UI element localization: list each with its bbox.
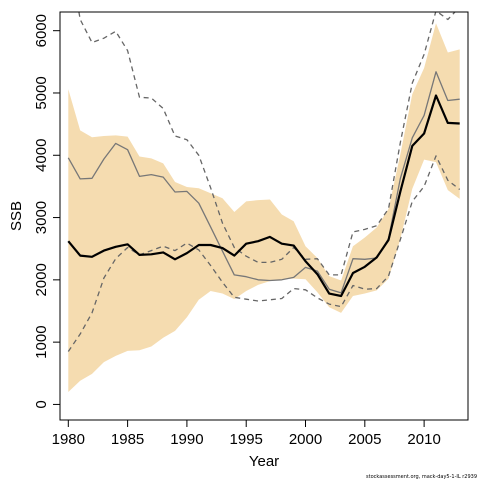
y-tick-label: 2000: [33, 263, 50, 296]
footnote: stockassessment.org, mack-day5-1-IL r293…: [366, 474, 477, 480]
y-tick-label: 4000: [33, 139, 50, 172]
x-tick-label: 1985: [111, 431, 144, 448]
confidence-band: [68, 23, 460, 392]
y-tick-label: 0: [33, 400, 50, 408]
y-tick-label: 6000: [33, 14, 50, 47]
x-tick-label: 1995: [230, 431, 263, 448]
y-tick-label: 5000: [33, 76, 50, 109]
series-line-lower-dashed: [67, 155, 461, 352]
series-layer: [67, 12, 461, 352]
y-tick-label: 3000: [33, 201, 50, 234]
x-tick-label: 2000: [289, 431, 322, 448]
y-axis-label: SSB: [8, 201, 25, 231]
y-axis: 0 1000 2000 3000 4000 5000 6000: [33, 14, 61, 409]
plot-area: [67, 12, 461, 392]
series-line-alternative-run: [67, 71, 460, 294]
x-tick-label: 2005: [348, 431, 381, 448]
series-line-estimate: [67, 94, 460, 298]
x-tick-label: 1980: [52, 431, 85, 448]
x-axis-label: Year: [249, 453, 279, 470]
y-tick-label: 1000: [33, 325, 50, 358]
x-tick-label: 2010: [407, 431, 440, 448]
x-axis: 1980 1985 1990 1995 2000 2005 2010: [52, 419, 441, 448]
series-line-upper-dashed: [78, 12, 456, 276]
x-tick-label: 1990: [170, 431, 203, 448]
